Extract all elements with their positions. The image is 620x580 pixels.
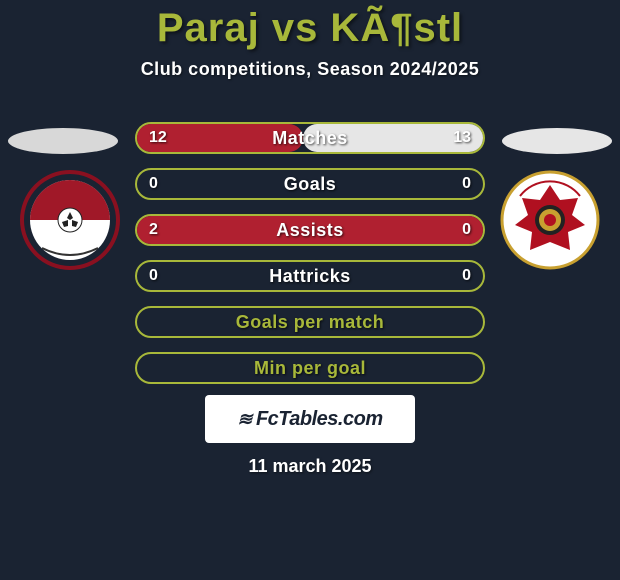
stat-row-goals-per-match: Goals per match [135,306,485,338]
player-marker-right [502,128,612,154]
date-line: 11 march 2025 [0,456,620,477]
stat-value-left: 0 [149,175,158,193]
page-subtitle: Club competitions, Season 2024/2025 [0,59,620,80]
stat-row-hattricks: 0 0 Hattricks [135,260,485,292]
branding-icon: ≋ [237,409,252,430]
stat-value-left: 2 [149,221,158,239]
stat-value-right: 0 [462,221,471,239]
infographic-container: Paraj vs KÃ¶stl Club competitions, Seaso… [0,0,620,580]
branding-badge: ≋ FcTables.com [205,395,415,443]
stat-value-right: 0 [462,175,471,193]
stat-label: Matches [272,128,348,149]
stat-value-right: 0 [462,267,471,285]
player-marker-left [8,128,118,154]
stat-label: Goals per match [236,312,385,333]
stat-row-min-per-goal: Min per goal [135,352,485,384]
stat-row-goals: 0 0 Goals [135,168,485,200]
stat-label: Min per goal [254,358,366,379]
stat-value-right: 13 [453,129,471,147]
stat-label: Goals [284,174,337,195]
stat-label: Hattricks [269,266,351,287]
club-logo-right [500,170,600,270]
stat-value-left: 0 [149,267,158,285]
stat-row-matches: 12 13 Matches [135,122,485,154]
stat-value-left: 12 [149,129,167,147]
stat-row-assists: 2 0 Assists [135,214,485,246]
club-logo-left [20,170,120,270]
stat-label: Assists [276,220,344,241]
branding-text: FcTables.com [256,408,383,431]
page-title: Paraj vs KÃ¶stl [0,6,620,51]
stats-panel: 12 13 Matches 0 0 Goals 2 0 Assists 0 0 Hattricks Go… [135,122,485,398]
